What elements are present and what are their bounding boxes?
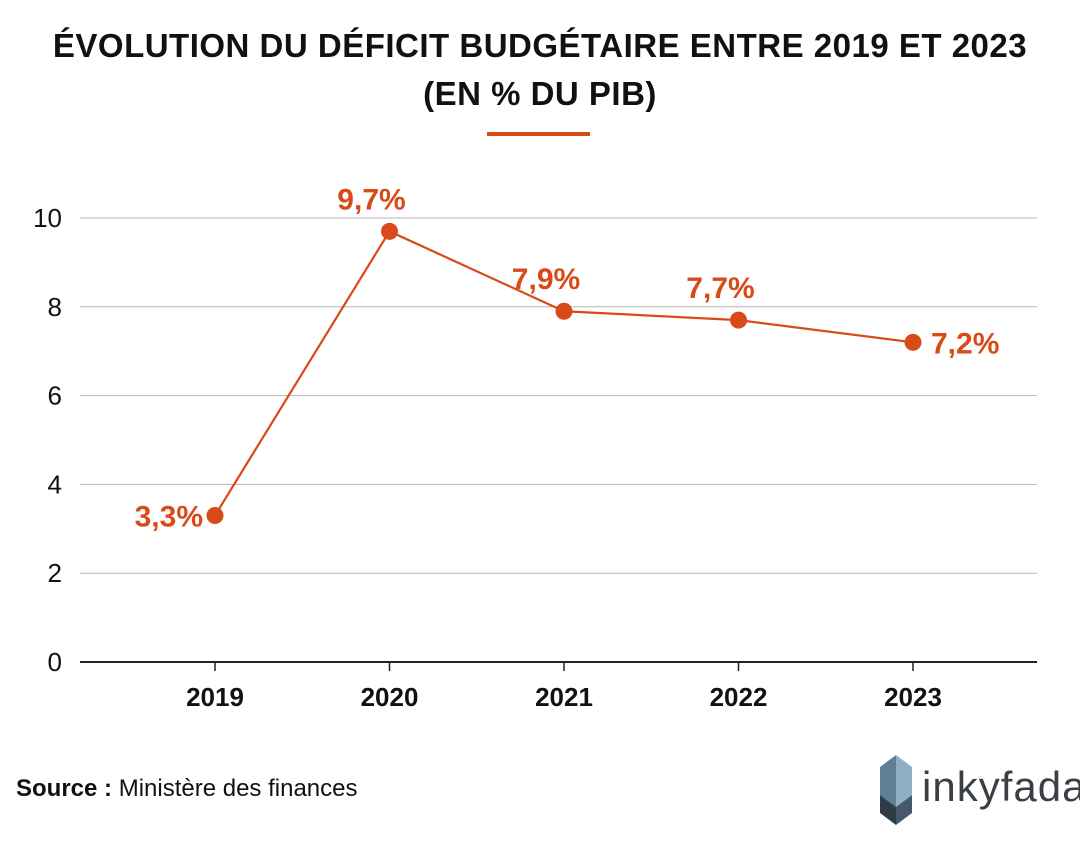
data-label-2019: 3,3%: [135, 500, 203, 533]
data-labels: 3,3% 9,7% 7,9% 7,7% 7,2%: [135, 183, 1000, 533]
data-points: [206, 222, 922, 524]
data-point-2023: [904, 333, 922, 351]
x-tick-label-2020: 2020: [361, 682, 419, 712]
inkyfada-logo-icon: [880, 755, 912, 825]
data-point-2019: [206, 506, 224, 524]
data-label-2023: 7,2%: [931, 327, 999, 360]
chart-title-line-2: (EN % DU PIB): [423, 75, 657, 112]
y-tick-label-8: 8: [48, 292, 62, 322]
line-chart: 0 2 4 6 8 10 2019 2020 2021 2022 2023 3,3% 9,7% 7,9…: [33, 183, 1037, 712]
data-label-2021: 7,9%: [512, 263, 580, 296]
brand-name: inkyfada: [922, 763, 1080, 810]
y-tick-label-6: 6: [48, 381, 62, 411]
x-tick-label-2023: 2023: [884, 682, 942, 712]
source-text: Ministère des finances: [118, 775, 358, 802]
data-point-2022: [730, 311, 747, 329]
data-point-2020: [381, 222, 398, 240]
y-tick-label-4: 4: [48, 469, 62, 499]
source-note: Source : Ministère des finances: [16, 775, 357, 803]
y-axis-ticks: 0 2 4 6 8 10: [33, 203, 62, 677]
x-tick-label-2022: 2022: [710, 682, 768, 712]
data-label-2020: 9,7%: [337, 183, 405, 216]
x-tick-label-2019: 2019: [186, 682, 244, 712]
y-tick-label-0: 0: [48, 647, 62, 677]
source-label: Source :: [16, 775, 113, 802]
brand-logo: inkyfada: [880, 755, 1080, 825]
data-point-2021: [555, 302, 573, 320]
chart-title: ÉVOLUTION DU DÉFICIT BUDGÉTAIRE ENTRE 20…: [0, 22, 1080, 118]
x-tick-label-2021: 2021: [535, 682, 593, 712]
title-underline: [487, 132, 590, 136]
x-axis: 2019 2020 2021 2022 2023: [80, 661, 1037, 712]
y-tick-label-10: 10: [33, 203, 62, 233]
y-tick-label-2: 2: [48, 558, 62, 588]
chart-title-line-1: ÉVOLUTION DU DÉFICIT BUDGÉTAIRE ENTRE 20…: [52, 27, 1028, 64]
data-label-2022: 7,7%: [686, 272, 754, 305]
